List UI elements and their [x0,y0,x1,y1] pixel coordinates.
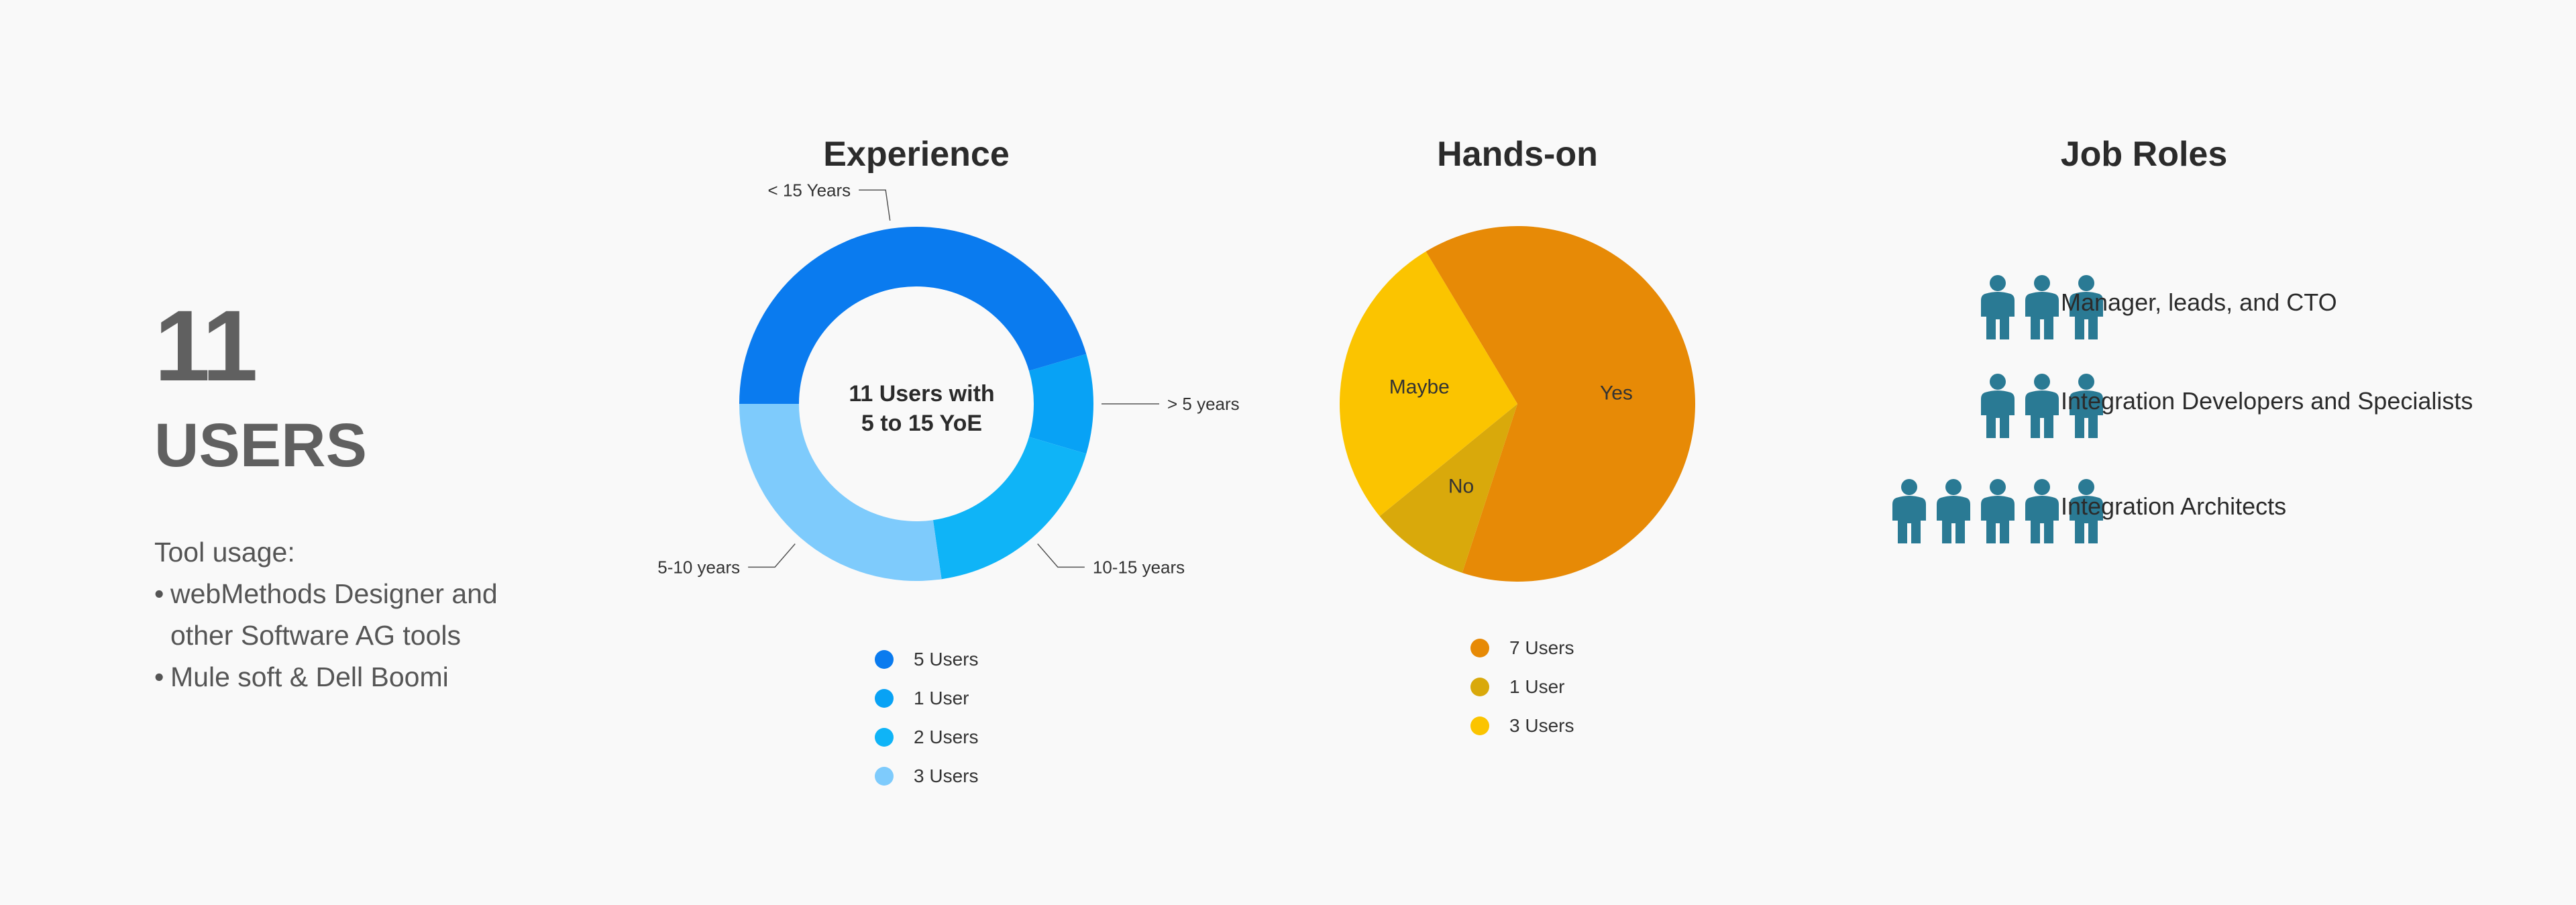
legend-swatch [1470,716,1489,735]
legend-swatch [875,689,894,708]
callout-line [859,189,891,221]
legend-item: 7 Users [1470,629,1574,668]
pie-slice [1426,225,1696,582]
donut-center-text: 5 to 15 YoE [861,411,982,436]
job-role-row: Integration Architects [1811,472,2549,546]
person-icon [1981,374,2015,438]
job-role-label: Integration Developers and Specialists [2061,387,2473,415]
pie-slice [1379,404,1517,573]
tool-usage-title: Tool usage: [154,537,295,568]
experience-title: Experience [823,135,1010,174]
legend-item: 5 Users [875,640,978,679]
legend-swatch [875,728,894,747]
legend-item: 1 User [875,679,978,718]
category-label: > 5 years [1167,394,1240,414]
donut-slice [739,226,1087,404]
job-role-row: Integration Developers and Specialists [1811,367,2549,441]
legend-label: 3 Users [914,765,979,786]
category-label: 10-15 years [1093,557,1185,577]
job-roles-title: Job Roles [2060,135,2228,174]
legend-swatch [1470,678,1489,696]
legend-label: 1 User [1509,676,1565,697]
category-label: < 15 Years [768,180,851,200]
hands-on-title: Hands-on [1437,135,1598,174]
legend-item: 2 Users [875,718,978,757]
person-icon [1937,479,1970,543]
tool-line: Mule soft & Dell Boomi [170,661,449,692]
legend-label: 1 User [914,688,969,708]
person-icon [1892,479,1926,543]
tool-item: • Mule soft & Dell Boomi [154,656,570,698]
people-icon-group [1882,479,2103,543]
donut-slice [1028,354,1094,454]
person-icon [1981,479,2015,543]
legend-label: 2 Users [914,727,979,747]
people-icon-group [1970,275,2103,339]
person-icon [2070,275,2103,339]
pie-slice-label: Maybe [1389,376,1450,398]
experience-legend: 5 Users 1 User 2 Users 3 Users [875,640,978,796]
person-icon [2070,479,2103,543]
hands-on-legend: 7 Users 1 User 3 Users [1470,629,1574,745]
experience-donut-chart: < 15 Years > 5 years 10-15 years 5-10 years… [657,180,1240,582]
legend-label: 5 Users [914,649,979,670]
summary-panel: 11 USERS Tool usage: • webMethods Design… [154,295,570,698]
pie-slice-label: Yes [1600,382,1633,404]
person-icon [2070,374,2103,438]
hands-on-pie-chart: Yes No Maybe [1340,225,1696,582]
legend-swatch [875,767,894,786]
user-count: 11 [154,289,258,402]
bullet-icon: • [154,661,164,692]
person-icon [2025,374,2059,438]
person-icon [1981,275,2015,339]
legend-swatch [875,650,894,669]
legend-swatch [1470,639,1489,657]
tool-line: webMethods Designer and [170,578,498,609]
donut-slice [739,404,942,582]
legend-item: 1 User [1470,668,1574,706]
pie-slice [1340,251,1517,517]
job-role-row: Manager, leads, and CTO [1811,268,2549,342]
job-role-label: Integration Architects [2061,492,2287,520]
people-icon-group [1970,374,2103,438]
user-count-label: USERS [154,411,367,480]
legend-label: 3 Users [1509,715,1574,736]
tool-line: other Software AG tools [170,620,462,651]
donut-center-text: 11 Users with [849,381,994,407]
person-icon [2025,479,2059,543]
legend-item: 3 Users [875,757,978,796]
donut-slice [932,437,1087,580]
legend-item: 3 Users [1470,706,1574,745]
callout-line [1037,543,1085,568]
tool-item: • webMethods Designer and other Software… [154,573,570,656]
bullet-icon: • [154,578,164,609]
job-roles-panel: Manager, leads, and CTO Integration Deve… [1811,268,2549,550]
job-role-label: Manager, leads, and CTO [2061,288,2337,316]
legend-label: 7 Users [1509,637,1574,658]
callout-line [748,543,796,568]
category-label: 5-10 years [657,557,740,577]
pie-slice-label: No [1448,475,1474,497]
person-icon [2025,275,2059,339]
